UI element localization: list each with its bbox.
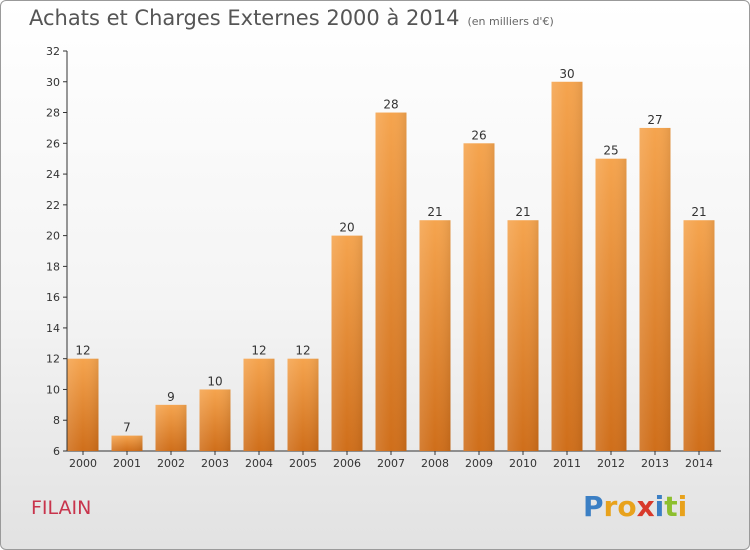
chart-title-text: Achats et Charges Externes 2000 à 2014: [29, 6, 460, 30]
bar-value-label: 12: [251, 344, 266, 358]
bar-value-label: 30: [559, 67, 574, 81]
bar-shade: [639, 127, 671, 451]
y-tick-label: 14: [46, 322, 60, 335]
y-tick-label: 28: [46, 107, 60, 120]
bar-value-label: 28: [383, 98, 398, 112]
x-tick-label: 2007: [377, 457, 405, 470]
x-tick-label: 2005: [289, 457, 317, 470]
bar-value-label: 26: [471, 128, 486, 142]
bar-shade: [595, 158, 627, 451]
x-tick-label: 2004: [245, 457, 273, 470]
logo-letter: o: [617, 490, 637, 523]
bar-shade: [683, 220, 715, 451]
x-tick-label: 2006: [333, 457, 361, 470]
x-tick-label: 2012: [597, 457, 625, 470]
y-tick-label: 10: [46, 383, 60, 396]
x-tick-label: 2003: [201, 457, 229, 470]
bar-value-label: 27: [647, 113, 662, 127]
logo-letter: r: [603, 490, 618, 523]
x-tick-label: 2000: [69, 457, 97, 470]
logo-letter: P: [583, 490, 604, 523]
bar-shade: [67, 358, 99, 451]
y-tick-label: 18: [46, 260, 60, 273]
x-tick-label: 2009: [465, 457, 493, 470]
y-tick-label: 20: [46, 230, 60, 243]
logo-letter: t: [664, 490, 678, 523]
y-tick-label: 6: [53, 445, 60, 458]
bar-shade: [331, 235, 363, 451]
proxiti-logo[interactable]: Proxiti: [583, 490, 687, 523]
bar-shade: [111, 435, 143, 451]
bar-value-label: 7: [123, 421, 131, 435]
logo-letter: i: [677, 490, 688, 523]
chart-axes: 6 8 10 12 14 16 18 20 22 24 26 28 30 32 2000 2001 2002 20…: [46, 45, 721, 470]
bar-shade: [463, 143, 495, 452]
bar-shade: [199, 389, 231, 451]
bar-value-label: 21: [427, 205, 442, 219]
x-tick-label: 2013: [641, 457, 669, 470]
bar-value-label: 12: [295, 344, 310, 358]
y-tick-label: 24: [46, 168, 60, 181]
bar-value-label: 21: [691, 205, 706, 219]
y-tick-label: 12: [46, 353, 60, 366]
x-tick-label: 2001: [113, 457, 141, 470]
bar-value-label: 12: [75, 344, 90, 358]
x-tick-label: 2011: [553, 457, 581, 470]
bar-value-label: 21: [515, 205, 530, 219]
bar-value-label: 10: [207, 374, 222, 388]
bar-shade: [507, 220, 539, 451]
bar-value-label: 20: [339, 221, 354, 235]
logo-letter: x: [636, 490, 655, 523]
bar-shade: [243, 358, 275, 451]
y-tick-label: 22: [46, 199, 60, 212]
x-tick-label: 2014: [685, 457, 713, 470]
bar-shade: [155, 404, 187, 451]
x-tick-label: 2010: [509, 457, 537, 470]
chart-bars: 12 7 9 10 12 12 20 28 21 26 21 30 25 27 21: [67, 67, 715, 452]
bar-shade: [551, 81, 583, 452]
x-tick-label: 2002: [157, 457, 185, 470]
bar-shade: [419, 220, 451, 451]
y-tick-label: 32: [46, 45, 60, 58]
bar-value-label: 9: [167, 390, 175, 404]
logo-letter: i: [654, 490, 665, 523]
y-tick-label: 8: [53, 414, 60, 427]
bar-value-label: 25: [603, 144, 618, 158]
bar-shade: [287, 358, 319, 451]
y-tick-label: 26: [46, 137, 60, 150]
chart-unit: (en milliers d'€): [467, 15, 554, 28]
commune-name: FILAIN: [31, 497, 92, 519]
bar-shade: [375, 112, 407, 452]
y-tick-label: 30: [46, 76, 60, 89]
y-tick-label: 16: [46, 291, 60, 304]
chart-title: Achats et Charges Externes 2000 à 2014 (e…: [29, 6, 554, 30]
x-tick-label: 2008: [421, 457, 449, 470]
